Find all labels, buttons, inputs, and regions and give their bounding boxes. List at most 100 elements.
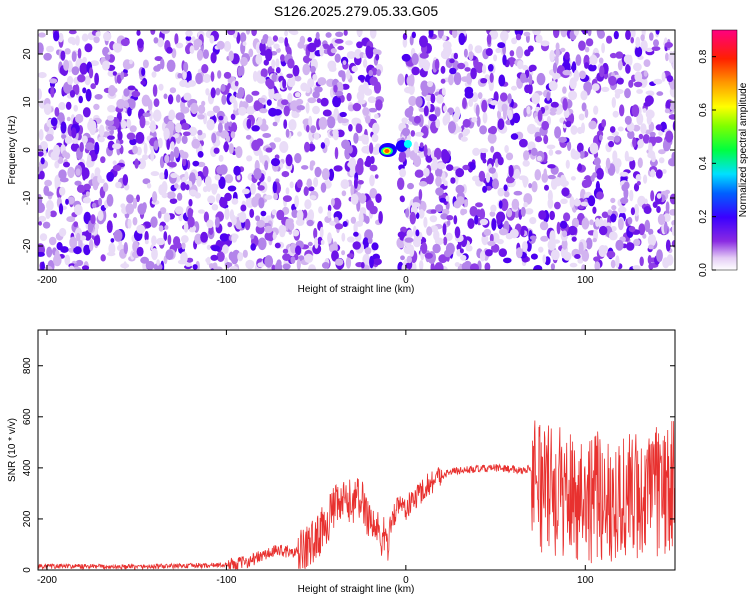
heatmap-cell — [496, 215, 502, 226]
heatmap-cell — [167, 94, 174, 105]
heatmap-cell — [656, 193, 662, 199]
heatmap-cell — [648, 228, 654, 236]
heatmap-cell — [671, 151, 675, 163]
heatmap-cell — [304, 199, 312, 210]
heatmap-cell — [472, 175, 480, 182]
heatmap-cell — [94, 94, 103, 100]
heatmap-cell — [143, 142, 148, 155]
heatmap-cell — [246, 155, 253, 162]
heatmap-cell — [246, 94, 252, 101]
heatmap-cell — [253, 100, 261, 112]
heatmap-cell — [568, 90, 578, 101]
heatmap-cell — [460, 136, 468, 142]
heatmap-cell — [154, 56, 163, 62]
heatmap-cell — [264, 225, 273, 234]
heatmap-cell — [152, 191, 158, 203]
heatmap-cell — [190, 102, 199, 115]
heatmap-cell — [116, 74, 122, 84]
heatmap-cell — [605, 157, 611, 169]
x-tick-label: 0 — [403, 275, 409, 286]
heatmap-cell — [302, 63, 311, 76]
heatmap-cell — [38, 251, 45, 257]
heatmap-cell — [75, 168, 81, 176]
heatmap-cell — [263, 59, 269, 66]
heatmap-cell — [64, 254, 71, 266]
heatmap-cell — [580, 90, 588, 101]
heatmap-cell — [671, 224, 675, 236]
heatmap-cell — [528, 183, 532, 189]
colorbar-gradient — [711, 29, 738, 271]
heatmap-cell — [135, 131, 145, 144]
heatmap-cell — [546, 144, 556, 150]
heatmap-cell — [166, 46, 173, 54]
heatmap-cell — [492, 178, 499, 190]
heatmap-cell — [88, 239, 94, 252]
heatmap-cell — [241, 188, 250, 195]
heatmap-cell — [237, 87, 245, 98]
heatmap-cell — [150, 216, 158, 228]
heatmap-cell — [567, 141, 572, 152]
heatmap-cell — [94, 72, 99, 86]
heatmap-cell — [427, 80, 433, 88]
heatmap-cell — [547, 174, 556, 180]
heatmap-cell — [43, 52, 52, 61]
heatmap-cell — [651, 46, 661, 51]
heatmap-cell — [158, 225, 164, 232]
heatmap-cell — [428, 114, 437, 122]
heatmap-cell — [537, 109, 543, 122]
heatmap-cell — [479, 148, 489, 154]
heatmap-cell — [481, 99, 488, 113]
heatmap-cell — [368, 69, 374, 77]
heatmap-cell — [369, 174, 375, 187]
heatmap-cell — [174, 183, 179, 189]
heatmap-cell — [217, 122, 223, 133]
heatmap-cell — [67, 36, 76, 44]
heatmap-cell — [177, 72, 182, 79]
heatmap-cell — [137, 158, 147, 170]
heatmap-cell — [627, 54, 633, 66]
colorbar-tick-label: 0.2 — [698, 209, 709, 223]
heatmap-cell — [231, 216, 237, 226]
heatmap-cell — [188, 198, 193, 207]
heatmap-cell — [533, 265, 543, 270]
heatmap-cell — [535, 34, 543, 44]
heatmap-cell — [587, 63, 597, 72]
heatmap-cell — [632, 137, 637, 148]
heatmap-cell — [212, 105, 220, 114]
heatmap-cell — [490, 100, 498, 106]
heatmap-cell — [211, 204, 219, 211]
heatmap-cell — [65, 198, 69, 205]
heatmap-cell — [197, 151, 204, 158]
heatmap-cell — [69, 90, 76, 98]
heatmap-cell — [56, 242, 63, 251]
heatmap-cell — [38, 151, 44, 157]
heatmap-cell — [302, 209, 308, 219]
heatmap-cell — [440, 78, 446, 84]
spectrogram-y-ticks: -20 -10 0 10 20 — [22, 48, 675, 253]
heatmap-cell — [573, 69, 580, 82]
heatmap-cell — [220, 83, 226, 92]
heatmap-cell — [563, 251, 572, 261]
heatmap-cell — [436, 94, 444, 104]
heatmap-cell — [430, 209, 437, 214]
heatmap-cell — [256, 219, 266, 228]
heatmap-cell — [656, 91, 664, 96]
heatmap-cell — [106, 220, 113, 234]
heatmap-cell — [97, 210, 104, 221]
heatmap-cell — [629, 158, 636, 170]
heatmap-cell — [200, 231, 209, 243]
heatmap-cell — [285, 187, 290, 195]
heatmap-cell — [304, 253, 314, 263]
heatmap-cell — [406, 87, 413, 93]
heatmap-cell — [423, 105, 429, 117]
heatmap-cell — [578, 113, 585, 121]
heatmap-cell — [519, 138, 528, 148]
heatmap-cell — [574, 254, 581, 259]
heatmap-cell — [45, 133, 54, 142]
heatmap-cell — [108, 242, 116, 255]
heatmap-cell — [83, 183, 91, 191]
heatmap-cell — [166, 137, 171, 150]
heatmap-cell — [257, 185, 265, 191]
heatmap-cell — [368, 107, 378, 113]
heatmap-cell — [666, 75, 674, 83]
